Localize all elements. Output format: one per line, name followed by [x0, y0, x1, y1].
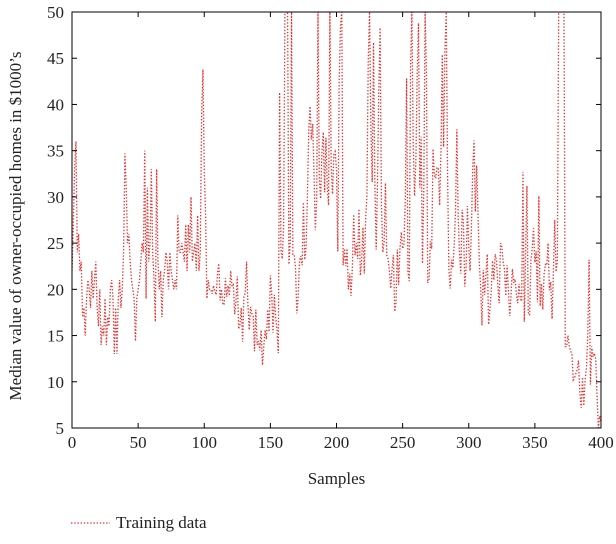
y-tick-label: 5	[56, 419, 65, 438]
x-tick-label: 150	[258, 433, 284, 452]
y-tick-label: 45	[47, 49, 64, 68]
x-tick-label: 350	[522, 433, 548, 452]
y-tick-label: 30	[47, 188, 64, 207]
x-tick-label: 100	[192, 433, 218, 452]
x-tick-label: 0	[68, 433, 77, 452]
x-tick-label: 400	[588, 433, 614, 452]
legend-label: Training data	[116, 513, 207, 532]
y-tick-label: 15	[47, 327, 64, 346]
y-axis-title: Median value of owner-occupied homes in …	[6, 51, 25, 400]
tick-labels: 0 50 100 150 200 250 300 350 400 5 10 15 20 25 30 35 40 4…	[47, 3, 614, 452]
x-tick-label: 250	[390, 433, 416, 452]
series-line-0	[72, 12, 601, 428]
legend: Training data	[71, 513, 207, 532]
x-tick-label: 300	[456, 433, 482, 452]
axes-frame	[71, 11, 602, 429]
y-tick-label: 50	[47, 3, 64, 22]
y-tick-label: 35	[47, 142, 64, 161]
x-tick-label: 200	[324, 433, 350, 452]
y-tick-label: 40	[47, 95, 64, 114]
x-tick-label: 50	[130, 433, 147, 452]
y-tick-label: 25	[47, 234, 64, 253]
x-axis-title: Samples	[308, 469, 366, 488]
series-layer	[72, 12, 601, 428]
y-tick-label: 20	[47, 280, 64, 299]
y-tick-label: 10	[47, 373, 64, 392]
axes	[71, 11, 602, 429]
